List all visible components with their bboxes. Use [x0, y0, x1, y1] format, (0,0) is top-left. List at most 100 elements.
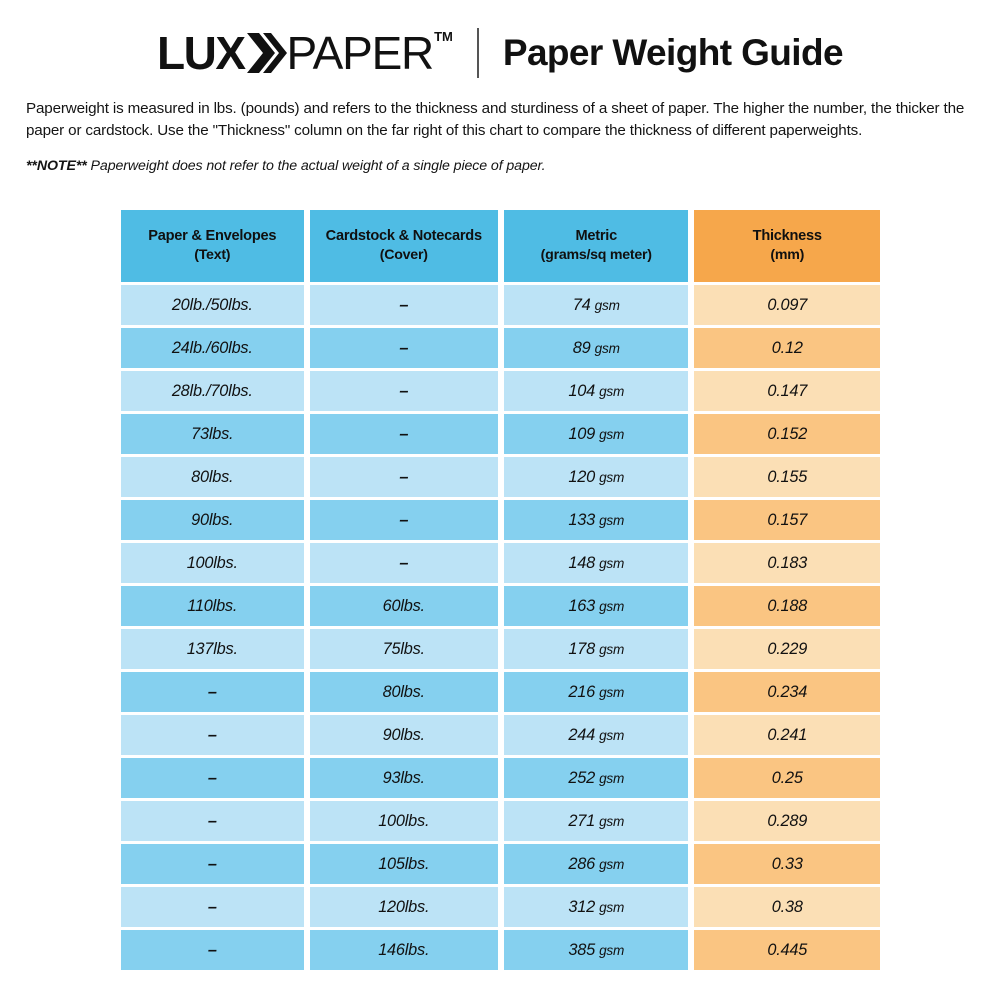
masthead: LUX PAPER TM Paper Weight Guide	[0, 0, 1000, 92]
metric-unit: gsm	[599, 512, 625, 528]
table-row: 110lbs. 60lbs. 163 gsm 0.188	[121, 586, 880, 626]
intro-paragraph: Paperweight is measured in lbs. (pounds)…	[26, 100, 965, 139]
cell-metric: 271 gsm	[503, 801, 689, 841]
cell-metric: 312 gsm	[503, 887, 689, 927]
cell-metric: 109 gsm	[503, 414, 689, 454]
paper-weight-table: Paper & Envelopes (Text) Cardstock & Not…	[121, 210, 880, 970]
metric-value: 216	[568, 682, 596, 701]
table-row: –93lbs. 252 gsm 0.25	[121, 758, 880, 798]
table-row: –120lbs. 312 gsm 0.38	[121, 887, 880, 927]
table-row: –90lbs. 244 gsm 0.241	[121, 715, 880, 755]
metric-value: 244	[568, 725, 596, 744]
metric-unit: gsm	[599, 684, 625, 700]
cell-thickness: 0.241	[694, 715, 880, 755]
metric-value: 74	[572, 295, 591, 314]
table-row: –105lbs. 286 gsm 0.33	[121, 844, 880, 884]
intro-note: **NOTE** Paperweight does not refer to t…	[26, 156, 972, 178]
cell-metric: 74 gsm	[503, 285, 689, 325]
column-header-line2: (Text)	[194, 247, 231, 263]
column-header-line2: (Cover)	[379, 247, 428, 263]
cell-metric: 133 gsm	[503, 500, 689, 540]
intro-section: Paperweight is measured in lbs. (pounds)…	[0, 92, 1000, 178]
trademark-mark: TM	[434, 29, 453, 44]
cell-cardstock-notecards: –	[309, 414, 498, 454]
cell-cardstock-notecards: 93lbs.	[309, 758, 498, 798]
table-row: 28lb./70lbs. –104 gsm 0.147	[121, 371, 880, 411]
metric-unit: gsm	[599, 856, 625, 872]
metric-value: 120	[568, 467, 596, 486]
metric-unit: gsm	[599, 813, 625, 829]
column-header-line2: (mm)	[770, 247, 805, 263]
column-header-metric: Metric (grams/sq meter)	[503, 210, 689, 282]
table-row: 137lbs. 75lbs. 178 gsm 0.229	[121, 629, 880, 669]
table-row: 90lbs. –133 gsm 0.157	[121, 500, 880, 540]
metric-unit: gsm	[599, 598, 625, 614]
cell-paper-envelopes: –	[121, 758, 304, 798]
cell-paper-envelopes: 24lb./60lbs.	[121, 328, 304, 368]
column-header-line2: (grams/sq meter)	[540, 247, 652, 263]
metric-value: 133	[568, 510, 596, 529]
cell-metric: 286 gsm	[503, 844, 689, 884]
metric-value: 271	[568, 811, 596, 830]
metric-unit: gsm	[599, 770, 625, 786]
cell-cardstock-notecards: 100lbs.	[309, 801, 498, 841]
cell-cardstock-notecards: –	[309, 457, 498, 497]
cell-thickness: 0.289	[694, 801, 880, 841]
metric-value: 178	[568, 639, 596, 658]
lux-paper-logo: LUX PAPER TM	[157, 27, 453, 79]
cell-cardstock-notecards: 146lbs.	[309, 930, 498, 970]
cell-thickness: 0.152	[694, 414, 880, 454]
table-body: 20lb./50lbs. –74 gsm 0.097 24lb./60lbs. –89 gs…	[121, 285, 880, 970]
table-row: 20lb./50lbs. –74 gsm 0.097	[121, 285, 880, 325]
cell-thickness: 0.33	[694, 844, 880, 884]
cell-paper-envelopes: 110lbs.	[121, 586, 304, 626]
cell-paper-envelopes: 80lbs.	[121, 457, 304, 497]
cell-metric: 163 gsm	[503, 586, 689, 626]
column-header-line1: Paper & Envelopes	[148, 228, 277, 244]
cell-thickness: 0.38	[694, 887, 880, 927]
cell-cardstock-notecards: –	[309, 543, 498, 583]
cell-cardstock-notecards: 80lbs.	[309, 672, 498, 712]
column-header-cardstock-notecards: Cardstock & Notecards (Cover)	[309, 210, 498, 282]
table-row: –146lbs. 385 gsm 0.445	[121, 930, 880, 970]
metric-unit: gsm	[594, 340, 620, 356]
table-row: 73lbs. –109 gsm 0.152	[121, 414, 880, 454]
column-header-paper-envelopes: Paper & Envelopes (Text)	[121, 210, 304, 282]
cell-metric: 216 gsm	[503, 672, 689, 712]
metric-value: 286	[568, 854, 596, 873]
cell-cardstock-notecards: 105lbs.	[309, 844, 498, 884]
cell-paper-envelopes: 100lbs.	[121, 543, 304, 583]
header-divider	[476, 28, 479, 78]
cell-metric: 252 gsm	[503, 758, 689, 798]
metric-unit: gsm	[599, 555, 625, 571]
metric-value: 109	[568, 424, 596, 443]
cell-paper-envelopes: 90lbs.	[121, 500, 304, 540]
metric-value: 163	[568, 596, 596, 615]
metric-unit: gsm	[599, 727, 625, 743]
cell-metric: 178 gsm	[503, 629, 689, 669]
cell-cardstock-notecards: –	[309, 371, 498, 411]
metric-value: 312	[568, 897, 596, 916]
cell-thickness: 0.097	[694, 285, 880, 325]
cell-paper-envelopes: –	[121, 672, 304, 712]
table-row: 100lbs. –148 gsm 0.183	[121, 543, 880, 583]
table-row: –100lbs. 271 gsm 0.289	[121, 801, 880, 841]
cell-thickness: 0.157	[694, 500, 880, 540]
table-row: 24lb./60lbs. –89 gsm 0.12	[121, 328, 880, 368]
metric-unit: gsm	[599, 426, 625, 442]
note-label: **NOTE**	[26, 158, 87, 174]
metric-value: 148	[568, 553, 596, 572]
cell-metric: 148 gsm	[503, 543, 689, 583]
column-header-thickness: Thickness (mm)	[694, 210, 880, 282]
metric-unit: gsm	[599, 383, 625, 399]
cell-thickness: 0.234	[694, 672, 880, 712]
metric-value: 385	[568, 940, 596, 959]
cell-thickness: 0.188	[694, 586, 880, 626]
double-chevron-icon	[245, 27, 287, 79]
cell-cardstock-notecards: –	[309, 328, 498, 368]
cell-paper-envelopes: –	[121, 801, 304, 841]
cell-metric: 244 gsm	[503, 715, 689, 755]
table-row: –80lbs. 216 gsm 0.234	[121, 672, 880, 712]
metric-unit: gsm	[599, 899, 625, 915]
column-header-line1: Cardstock & Notecards	[325, 228, 482, 244]
